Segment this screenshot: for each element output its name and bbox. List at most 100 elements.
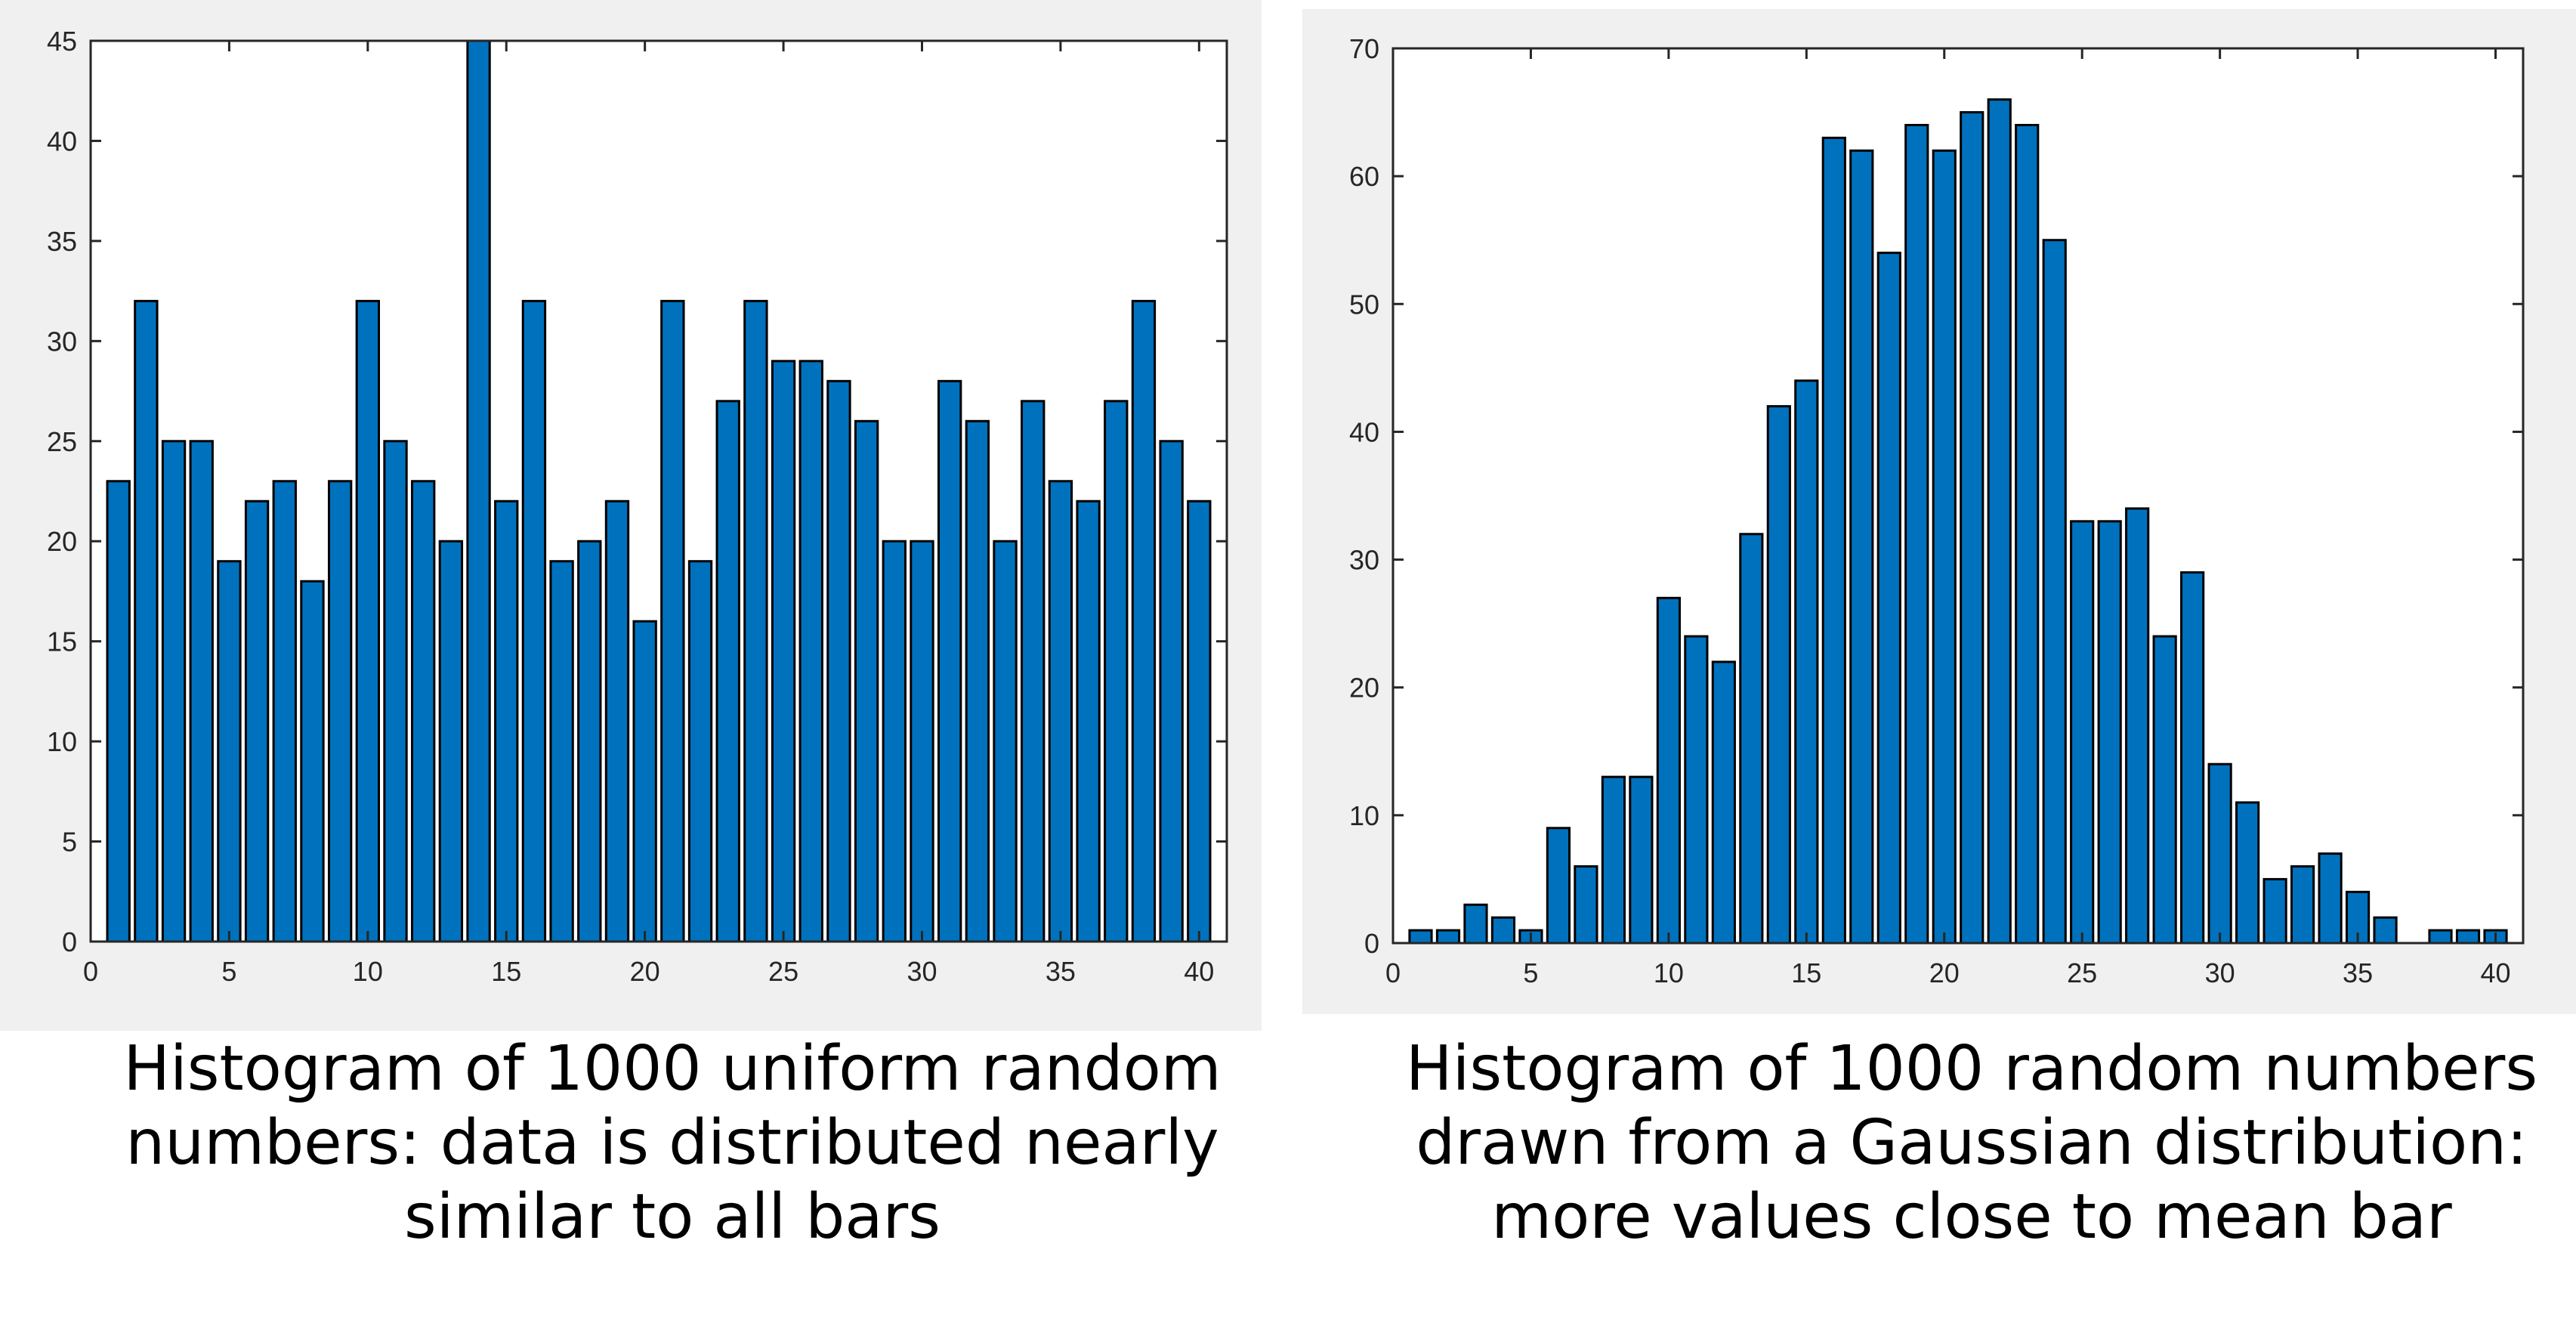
gaussian-ytick-label-10: 10 bbox=[1349, 800, 1379, 831]
gaussian-xtick-label-20: 20 bbox=[1929, 957, 1960, 988]
uniform-bar-10 bbox=[355, 299, 381, 943]
uniform-bar-7 bbox=[272, 480, 297, 943]
uniform-ytick-label-15: 15 bbox=[47, 626, 77, 657]
uniform-bar-9 bbox=[327, 480, 353, 943]
gaussian-bar-38 bbox=[2428, 929, 2453, 945]
gaussian-xtick-label-30: 30 bbox=[2205, 957, 2235, 988]
uniform-xtick-label-20: 20 bbox=[630, 956, 660, 987]
uniform-bar-23 bbox=[715, 400, 740, 943]
gaussian-bar-34 bbox=[2318, 852, 2343, 945]
uniform-bar-6 bbox=[244, 499, 270, 943]
uniform-bar-20 bbox=[632, 620, 657, 943]
uniform-ytick-label-5: 5 bbox=[62, 827, 77, 858]
gaussian-bar-27 bbox=[2125, 507, 2150, 945]
uniform-ytick-label-0: 0 bbox=[62, 926, 77, 957]
gaussian-bar-6 bbox=[1546, 827, 1571, 945]
gaussian-ytick-label-70: 70 bbox=[1349, 33, 1379, 64]
gaussian-bar-16 bbox=[1821, 136, 1846, 945]
uniform-ytick-label-30: 30 bbox=[47, 326, 77, 357]
uniform-ytick-label-45: 45 bbox=[47, 26, 77, 57]
gaussian-bar-25 bbox=[2070, 520, 2095, 945]
uniform-xtick-label-35: 35 bbox=[1046, 956, 1076, 987]
uniform-bar-2 bbox=[134, 299, 159, 943]
gaussian-xtick-label-15: 15 bbox=[1791, 957, 1821, 988]
gaussian-bar-18 bbox=[1876, 252, 1901, 945]
uniform-bar-31 bbox=[937, 379, 962, 943]
gaussian-ytick-label-0: 0 bbox=[1364, 928, 1379, 959]
gaussian-xtick-label-5: 5 bbox=[1523, 957, 1538, 988]
gaussian-bar-32 bbox=[2262, 877, 2287, 945]
gaussian-bar-29 bbox=[2180, 571, 2205, 945]
gaussian-bar-30 bbox=[2207, 762, 2232, 945]
gaussian-bar-10 bbox=[1656, 596, 1681, 945]
gaussian-bar-19 bbox=[1904, 123, 1929, 945]
uniform-bar-40 bbox=[1187, 499, 1212, 943]
uniform-ytick-label-10: 10 bbox=[47, 726, 77, 757]
uniform-bar-19 bbox=[604, 499, 630, 943]
uniform-bar-28 bbox=[854, 419, 879, 943]
uniform-xtick-label-5: 5 bbox=[221, 956, 236, 987]
gaussian-xtick-label-10: 10 bbox=[1654, 957, 1684, 988]
gaussian-ytick-label-40: 40 bbox=[1349, 416, 1379, 447]
uniform-bar-16 bbox=[521, 299, 547, 943]
right-histogram-panel: 0 5 10 15 20 25 30 35 40 0 10 20 30 40 50 60 70 bbox=[1302, 9, 2576, 1014]
uniform-xtick-label-40: 40 bbox=[1184, 956, 1214, 987]
uniform-xtick-label-15: 15 bbox=[491, 956, 521, 987]
uniform-bars bbox=[106, 39, 1212, 943]
gaussian-bar-13 bbox=[1739, 533, 1764, 945]
gaussian-bar-8 bbox=[1601, 775, 1626, 945]
left-histogram-panel: 0 5 10 15 20 25 30 35 40 0 5 10 15 20 25 30 35 40 45 bbox=[0, 0, 1262, 1031]
uniform-ytick-label-35: 35 bbox=[47, 226, 77, 257]
gaussian-ytick-label-30: 30 bbox=[1349, 545, 1379, 576]
uniform-bar-27 bbox=[826, 379, 851, 943]
uniform-bar-38 bbox=[1131, 299, 1157, 943]
gaussian-ytick-label-60: 60 bbox=[1349, 161, 1379, 192]
gaussian-bar-11 bbox=[1684, 635, 1709, 945]
gaussian-bar-33 bbox=[2290, 865, 2315, 945]
uniform-bar-39 bbox=[1159, 440, 1184, 943]
gaussian-xtick-label-35: 35 bbox=[2343, 957, 2373, 988]
gaussian-histogram-caption: Histogram of 1000 random numbers drawn f… bbox=[1405, 1033, 2538, 1253]
uniform-histogram-chart: 0 5 10 15 20 25 30 35 40 0 5 10 15 20 25 30 35 40 45 bbox=[0, 0, 1262, 1031]
uniform-bar-14 bbox=[466, 39, 491, 943]
gaussian-ytick-label-50: 50 bbox=[1349, 289, 1379, 320]
uniform-bar-33 bbox=[993, 540, 1018, 943]
gaussian-bar-12 bbox=[1711, 660, 1736, 945]
uniform-bar-12 bbox=[411, 480, 436, 943]
uniform-bar-1 bbox=[106, 480, 131, 943]
uniform-bar-35 bbox=[1048, 480, 1073, 943]
uniform-bar-22 bbox=[687, 560, 713, 943]
gaussian-bar-17 bbox=[1849, 149, 1874, 945]
gaussian-bar-7 bbox=[1574, 865, 1598, 945]
uniform-bar-15 bbox=[494, 499, 519, 943]
uniform-bar-8 bbox=[300, 580, 325, 943]
uniform-bar-17 bbox=[549, 560, 574, 943]
gaussian-bar-15 bbox=[1794, 379, 1819, 945]
uniform-bar-5 bbox=[217, 560, 242, 943]
gaussian-axes-box bbox=[1391, 47, 2525, 945]
gaussian-bar-39 bbox=[2455, 929, 2481, 945]
gaussian-bars bbox=[1408, 98, 2508, 945]
uniform-axes-box bbox=[89, 39, 1228, 943]
uniform-histogram-caption: Histogram of 1000 uniform random numbers… bbox=[123, 1033, 1222, 1253]
gaussian-bar-22 bbox=[1987, 98, 2012, 945]
gaussian-bar-4 bbox=[1490, 916, 1516, 945]
gaussian-bar-31 bbox=[2235, 801, 2260, 945]
gaussian-bar-14 bbox=[1766, 405, 1791, 945]
uniform-bar-18 bbox=[577, 540, 602, 943]
uniform-ytick-label-20: 20 bbox=[47, 526, 77, 557]
uniform-bar-26 bbox=[798, 360, 823, 943]
uniform-xtick-label-25: 25 bbox=[768, 956, 798, 987]
uniform-bar-37 bbox=[1104, 400, 1129, 943]
uniform-xtick-label-10: 10 bbox=[353, 956, 383, 987]
gaussian-bar-9 bbox=[1629, 775, 1654, 945]
gaussian-bar-26 bbox=[2097, 520, 2122, 945]
uniform-bar-4 bbox=[189, 440, 214, 943]
gaussian-bar-23 bbox=[2015, 123, 2040, 945]
uniform-xtick-label-30: 30 bbox=[907, 956, 937, 987]
uniform-bar-25 bbox=[771, 360, 796, 943]
gaussian-bar-3 bbox=[1463, 903, 1488, 945]
gaussian-bar-21 bbox=[1960, 111, 1985, 945]
uniform-bar-24 bbox=[743, 299, 768, 943]
gaussian-bar-24 bbox=[2042, 239, 2067, 945]
